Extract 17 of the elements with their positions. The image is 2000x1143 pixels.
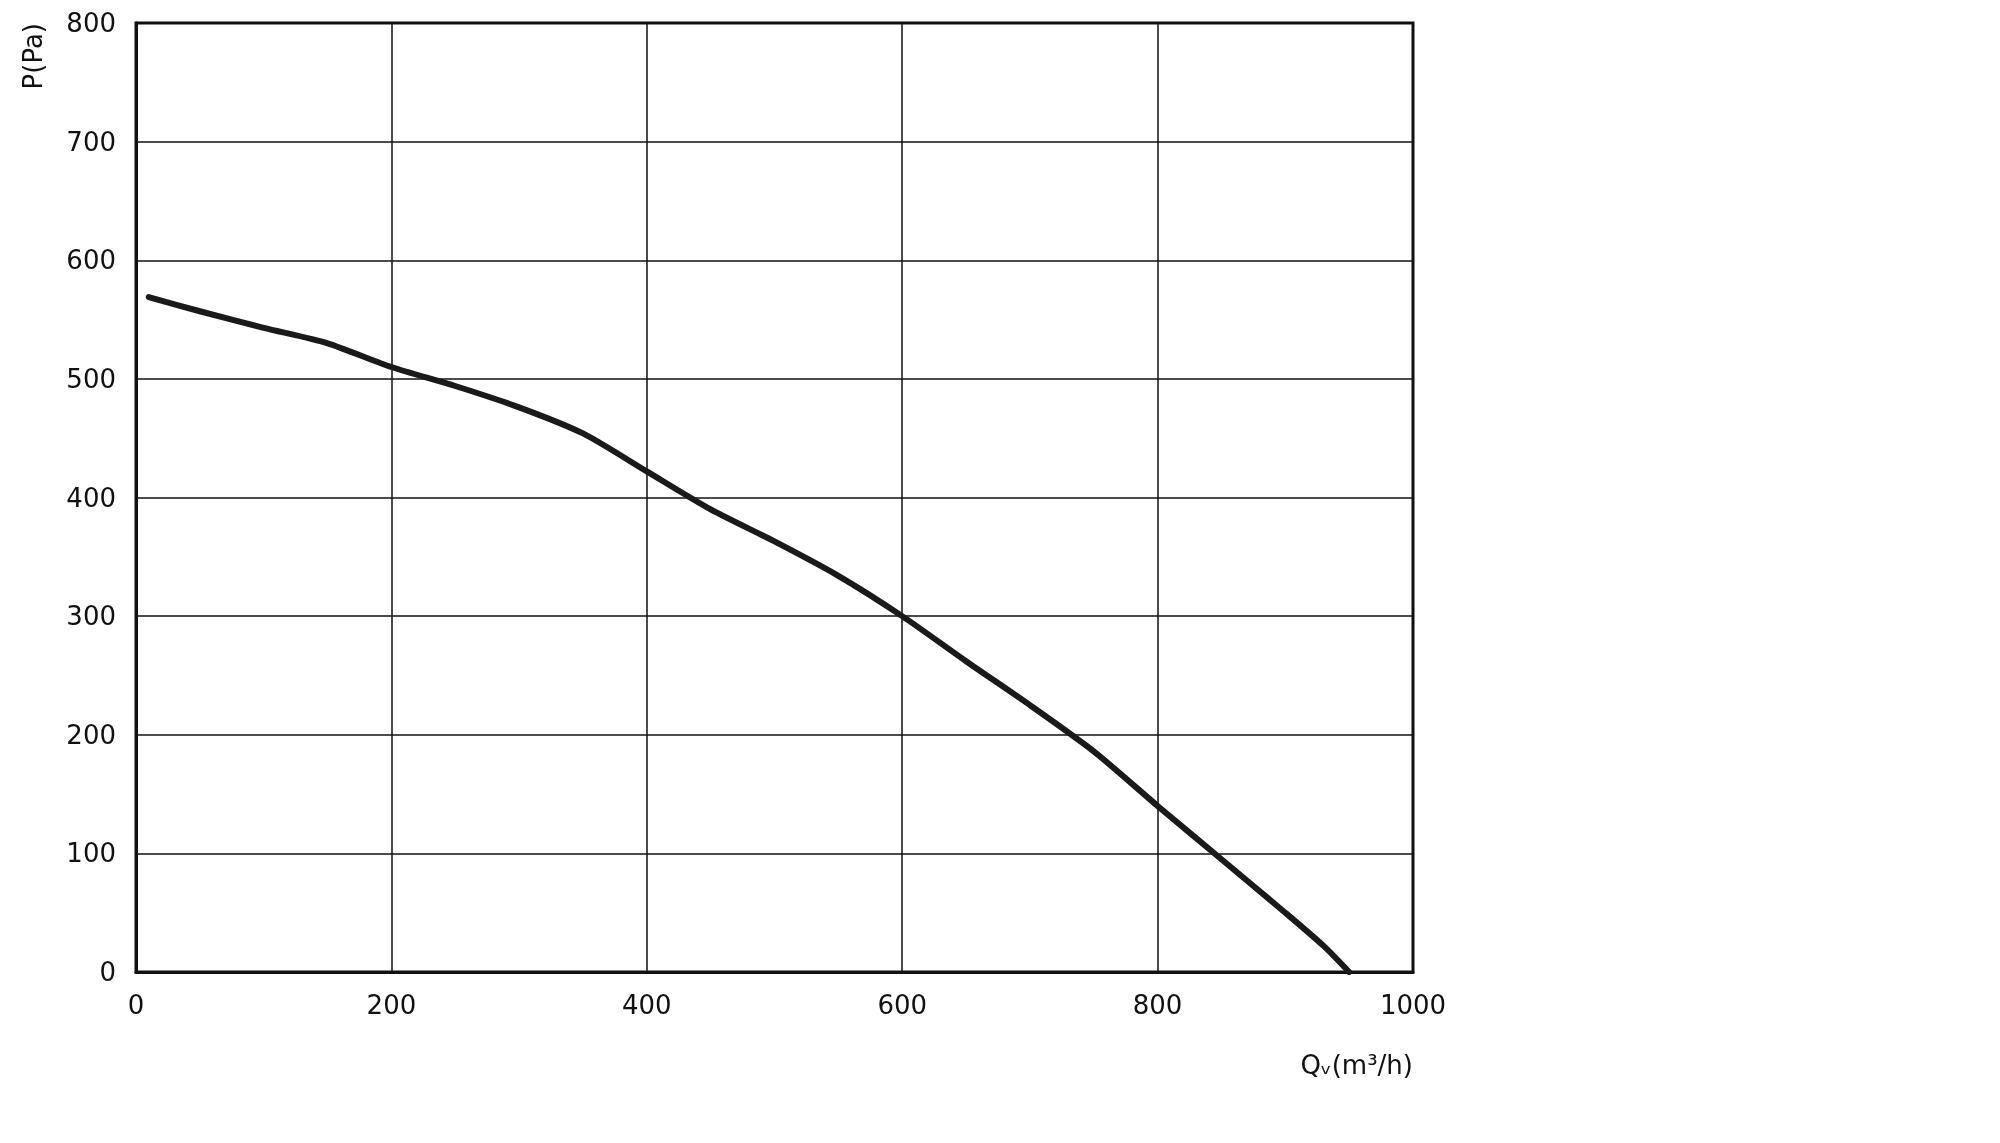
y-tick-label: 100 bbox=[66, 838, 116, 869]
y-tick-label: 200 bbox=[66, 719, 116, 750]
y-tick-label: 0 bbox=[99, 957, 116, 987]
x-tick-label: 800 bbox=[1132, 990, 1183, 1020]
y-tick-label: 400 bbox=[66, 482, 116, 513]
x-tick-label: 400 bbox=[621, 990, 672, 1020]
x-tick-label: 600 bbox=[877, 990, 928, 1020]
y-tick-label: 800 bbox=[66, 8, 116, 38]
y-tick-label: 600 bbox=[66, 245, 116, 276]
y-tick-label: 300 bbox=[66, 601, 116, 632]
y-axis-title: P(Pa) bbox=[18, 23, 48, 90]
x-tick-label: 1000 bbox=[1379, 990, 1447, 1020]
y-tick-label: 700 bbox=[66, 126, 116, 157]
x-tick-label: 0 bbox=[127, 990, 145, 1020]
y-tick-label: 500 bbox=[66, 363, 116, 394]
x-axis-title: Qᵥ(m³/h) bbox=[1300, 1050, 1413, 1080]
x-tick-label: 200 bbox=[366, 990, 417, 1020]
